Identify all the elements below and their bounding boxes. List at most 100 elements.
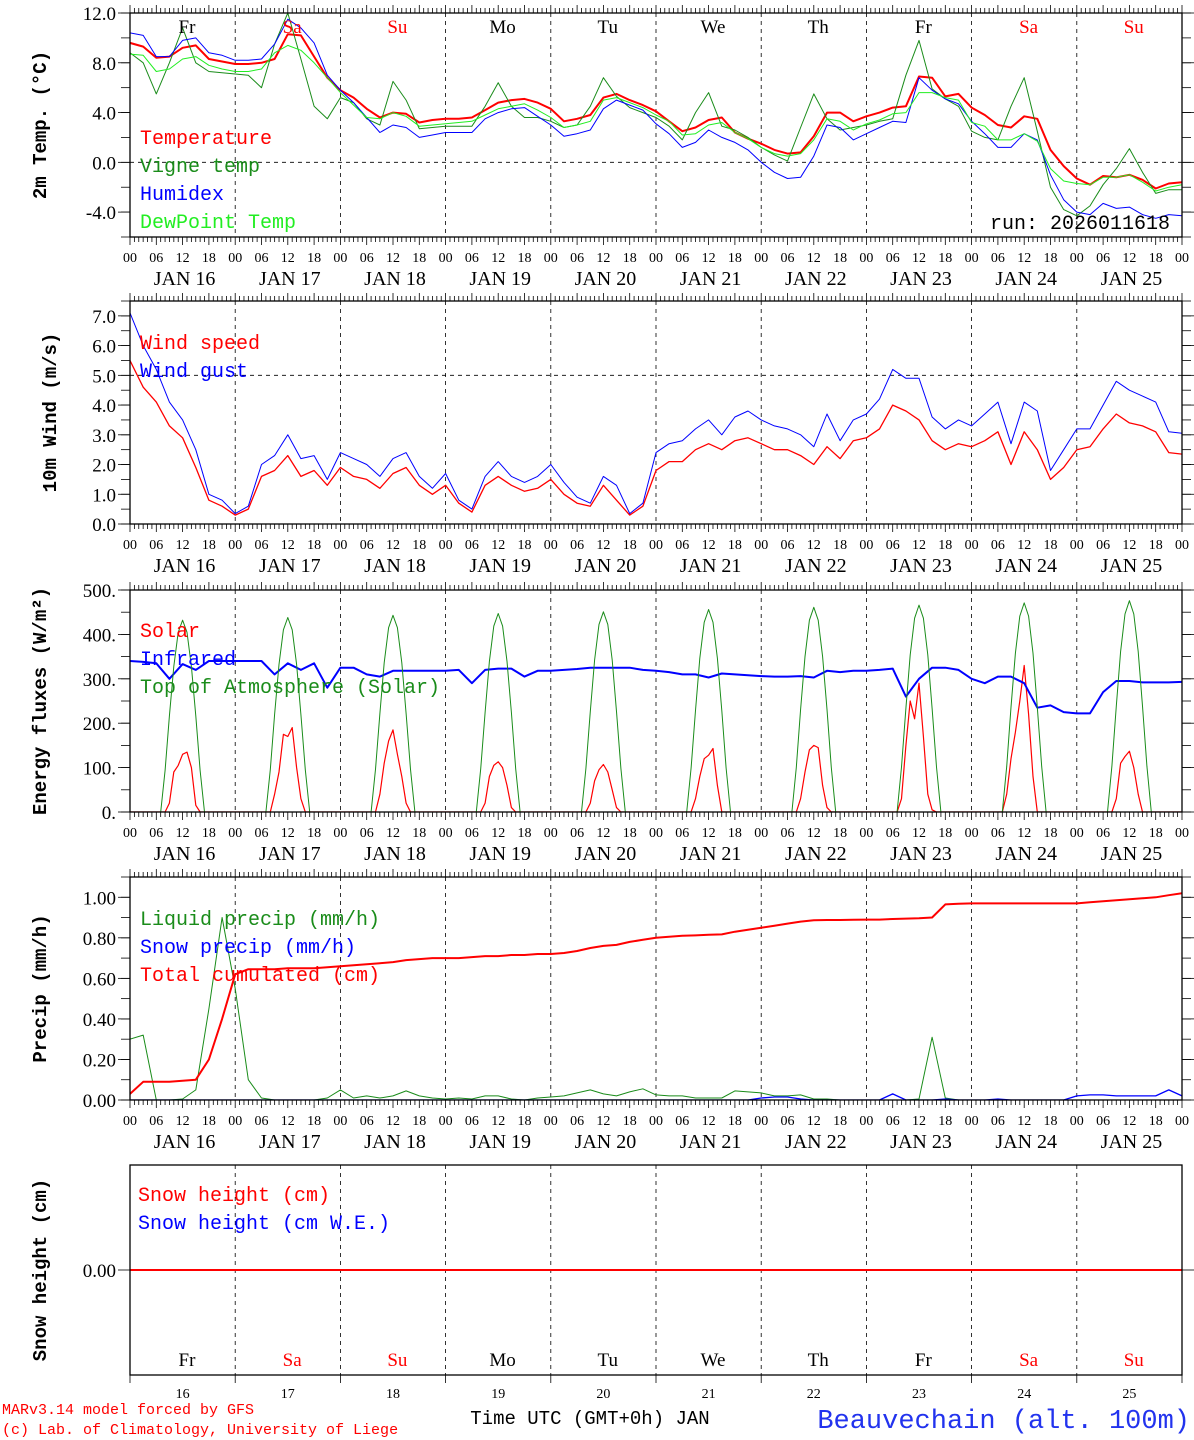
hour-label: 00 xyxy=(228,251,242,266)
y-tick-label: 8.0 xyxy=(92,54,116,75)
hour-label: 18 xyxy=(728,826,742,841)
model-credit: MARv3.14 model forced by GFS xyxy=(2,1402,254,1419)
hour-label: 18 xyxy=(202,1114,216,1129)
legend-entry: DewPoint Temp xyxy=(140,212,296,235)
hour-label: 18 xyxy=(1149,251,1163,266)
y-tick-label: 3.0 xyxy=(92,426,116,447)
hour-label: 18 xyxy=(412,826,426,841)
hour-label: 00 xyxy=(1175,826,1189,841)
hour-label: 00 xyxy=(649,1114,663,1129)
hour-label: 00 xyxy=(754,538,768,553)
hour-label: 06 xyxy=(465,1114,479,1129)
hour-label: 18 xyxy=(833,826,847,841)
hour-label: 18 xyxy=(202,251,216,266)
x-axis-title: Time UTC (GMT+0h) JAN xyxy=(470,1408,709,1430)
hour-label: 06 xyxy=(886,538,900,553)
y-tick-label: 1.00 xyxy=(83,888,116,909)
hour-label: 12 xyxy=(176,826,190,841)
hour-label: 12 xyxy=(912,251,926,266)
weekday-label: Su xyxy=(387,17,408,38)
panel-0: -4.0 0.0 4.0 8.0 12.0 2m Temp. (°C) Temperatur… xyxy=(30,4,1194,290)
panel-3: 0.00 0.20 0.40 0.60 0.80 1.00 Precip (mm/h) Liq… xyxy=(30,869,1194,1153)
day-number-label: 19 xyxy=(491,1387,505,1402)
hour-label: 06 xyxy=(1096,1114,1110,1129)
date-label: JAN 17 xyxy=(259,843,321,865)
day-number-label: 18 xyxy=(386,1387,400,1402)
date-label: JAN 17 xyxy=(259,555,321,577)
date-label: JAN 19 xyxy=(469,1131,531,1153)
date-label: JAN 21 xyxy=(680,555,742,577)
hour-label: 06 xyxy=(675,251,689,266)
hour-label: 12 xyxy=(281,251,295,266)
hour-label: 00 xyxy=(544,251,558,266)
hour-label: 12 xyxy=(596,826,610,841)
hour-label: 18 xyxy=(938,826,952,841)
date-label: JAN 24 xyxy=(995,555,1057,577)
legend-entry: Vigne temp xyxy=(140,156,260,179)
panel-1: 0.0 1.0 2.0 3.0 4.0 5.0 6.0 7.0 10m Wind (m/s) Wi… xyxy=(40,293,1194,577)
hour-label: 18 xyxy=(307,251,321,266)
hour-label: 00 xyxy=(439,251,453,266)
weekday-label: Su xyxy=(1124,1350,1145,1371)
series-line-infrared xyxy=(130,660,1182,715)
hour-label: 18 xyxy=(307,538,321,553)
hour-label: 00 xyxy=(123,538,137,553)
hour-label: 06 xyxy=(991,251,1005,266)
hour-label: 12 xyxy=(491,538,505,553)
hour-label: 12 xyxy=(912,538,926,553)
y-tick-label: 0. xyxy=(102,803,116,824)
weekday-label: Tu xyxy=(598,1350,619,1371)
hour-label: 12 xyxy=(807,826,821,841)
date-label: JAN 18 xyxy=(364,555,426,577)
y-tick-label: 12.0 xyxy=(83,4,116,25)
hour-label: 12 xyxy=(1017,538,1031,553)
hour-label: 06 xyxy=(1096,538,1110,553)
day-number-label: 25 xyxy=(1122,1387,1136,1402)
hour-label: 12 xyxy=(1122,251,1136,266)
date-label: JAN 17 xyxy=(259,1131,321,1153)
date-label: JAN 16 xyxy=(154,1131,216,1153)
hour-label: 12 xyxy=(281,826,295,841)
hour-label: 00 xyxy=(859,1114,873,1129)
y-axis-label: Snow height (cm) xyxy=(30,1179,52,1361)
hour-label: 12 xyxy=(386,1114,400,1129)
hour-label: 18 xyxy=(1044,826,1058,841)
weekday-label: Mo xyxy=(489,1350,515,1371)
hour-label: 18 xyxy=(412,1114,426,1129)
legend-entry: Wind speed xyxy=(140,333,260,356)
hour-label: 00 xyxy=(439,538,453,553)
hour-label: 06 xyxy=(570,1114,584,1129)
date-label: JAN 23 xyxy=(890,1131,952,1153)
plot-frame xyxy=(129,1164,1183,1376)
hour-label: 12 xyxy=(281,538,295,553)
weekday-label: Sa xyxy=(1019,17,1039,38)
hour-label: 00 xyxy=(333,251,347,266)
hour-label: 12 xyxy=(176,251,190,266)
date-label: JAN 17 xyxy=(259,268,321,290)
legend-entry: Top of Atmosphere (Solar) xyxy=(140,677,440,700)
hour-label: 06 xyxy=(360,826,374,841)
legend-entry: Snow height (cm) xyxy=(138,1185,330,1208)
y-tick-label: 200. xyxy=(83,714,116,735)
hour-label: 12 xyxy=(702,1114,716,1129)
hour-label: 18 xyxy=(307,1114,321,1129)
weekday-label: Fr xyxy=(179,17,197,38)
hour-label: 06 xyxy=(781,538,795,553)
hour-label: 06 xyxy=(255,1114,269,1129)
hour-label: 00 xyxy=(649,826,663,841)
y-tick-label: -4.0 xyxy=(86,203,116,224)
hour-label: 00 xyxy=(1175,251,1189,266)
hour-label: 18 xyxy=(938,538,952,553)
hour-label: 12 xyxy=(1122,538,1136,553)
date-label: JAN 25 xyxy=(1101,843,1163,865)
date-label: JAN 21 xyxy=(680,268,742,290)
date-label: JAN 19 xyxy=(469,268,531,290)
legend-entry: Total cumulated (cm) xyxy=(140,965,380,988)
hour-label: 06 xyxy=(675,826,689,841)
weekday-label: Th xyxy=(808,17,830,38)
hour-label: 12 xyxy=(281,1114,295,1129)
hour-label: 18 xyxy=(518,251,532,266)
series-line-temperature xyxy=(130,33,1182,190)
hour-label: 06 xyxy=(1096,251,1110,266)
